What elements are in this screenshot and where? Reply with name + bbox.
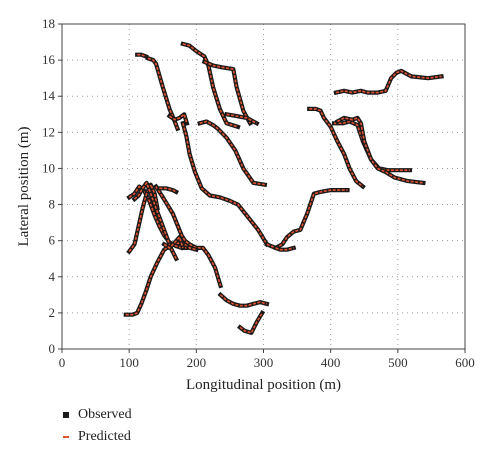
predicted-trajectory-12 [199, 120, 265, 186]
y-tick-label: 8 [49, 197, 56, 212]
legend: Observed Predicted [60, 404, 132, 448]
observed-trajectory-23 [237, 310, 266, 335]
predicted-trajectory-15 [337, 117, 424, 184]
predicted-trajectory-1 [137, 53, 147, 58]
y-tick-label: 18 [42, 16, 55, 31]
legend-label-observed: Observed [78, 407, 132, 422]
y-tick-label: 14 [42, 88, 56, 103]
x-tick-label: 100 [119, 355, 139, 370]
legend-item-predicted: Predicted [60, 426, 132, 448]
observed-marker [60, 404, 72, 426]
legend-item-observed: Observed [60, 404, 132, 426]
predicted-trajectory-23 [239, 312, 263, 334]
x-tick-label: 500 [388, 355, 408, 370]
predicted-trajectory-6 [169, 113, 188, 124]
predicted-trajectory-3 [182, 43, 239, 128]
y-tick-label: 6 [49, 233, 56, 248]
predicted-trajectory-8 [219, 294, 268, 307]
x-tick-label: 0 [59, 355, 66, 370]
observed-trajectory-17 [123, 240, 199, 317]
predicted-trajectory-19 [128, 183, 159, 252]
x-tick-label: 300 [254, 355, 274, 370]
predicted-trajectory-21 [159, 187, 177, 193]
trajectory-chart: 0 100 200 300 400 500 600 0 2 4 6 8 10 12 14 16 18 Longi… [16, 16, 475, 393]
x-tick-label: 600 [455, 355, 475, 370]
predicted-trajectory-5 [226, 113, 258, 125]
observed-trajectory-8 [217, 291, 270, 308]
predicted-trajectory-10 [266, 189, 348, 249]
predicted-trajectory-11 [275, 247, 294, 251]
y-tick-label: 2 [49, 305, 56, 320]
predicted-trajectory-20 [133, 182, 177, 260]
x-axis-label: Longitudinal position (m) [186, 377, 341, 393]
y-axis-label: Lateral position (m) [16, 127, 32, 247]
predicted-trajectory-16 [335, 70, 442, 94]
predicted-trajectory-13 [309, 108, 364, 188]
trajectories [123, 41, 444, 335]
axis-ticks: 0 100 200 300 400 500 600 0 2 4 6 8 10 12 14 16 18 [42, 16, 475, 370]
predicted-trajectory-18 [128, 185, 187, 249]
predicted-trajectory-2 [147, 57, 179, 129]
observed-trajectory-12 [197, 119, 268, 188]
predicted-trajectory-9 [182, 123, 268, 245]
predicted-trajectory-7 [155, 186, 222, 287]
y-tick-label: 16 [42, 52, 56, 67]
observed-trajectory-10 [264, 188, 350, 250]
y-tick-label: 4 [49, 269, 56, 284]
predicted-marker [60, 426, 72, 448]
predicted-trajectory-22 [163, 236, 184, 249]
x-tick-label: 400 [321, 355, 341, 370]
x-tick-label: 200 [187, 355, 207, 370]
y-tick-label: 12 [42, 124, 55, 139]
legend-label-predicted: Predicted [78, 429, 131, 444]
y-tick-label: 10 [42, 160, 55, 175]
y-tick-label: 0 [49, 341, 56, 356]
predicted-trajectory-4 [204, 61, 251, 124]
